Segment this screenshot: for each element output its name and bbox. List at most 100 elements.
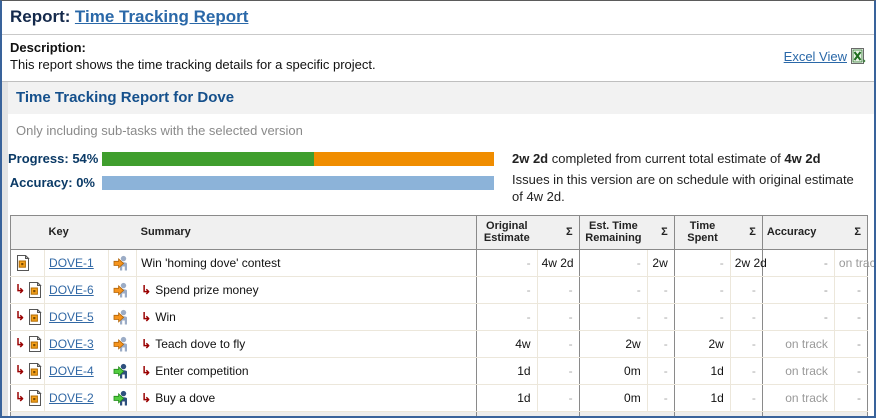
issue-type-cell: ↳ xyxy=(10,303,45,331)
accuracy-value: on track xyxy=(761,330,835,358)
original-estimate-value: - xyxy=(475,249,538,277)
status-icon xyxy=(113,390,128,406)
issue-key-cell: DOVE-3 xyxy=(44,330,109,358)
accuracy-sigma-value: - xyxy=(833,357,868,385)
total-row: Total 4w 2d 2w 2w 2d on track xyxy=(10,410,868,416)
est-time-remaining-sigma-value: - xyxy=(646,384,675,412)
original-estimate-value: - xyxy=(475,303,538,331)
time-spent-sigma-value: - xyxy=(729,384,763,412)
time-spent-sigma-value: - xyxy=(729,357,763,385)
accuracy-sigma-value: - xyxy=(833,276,868,304)
issue-key-link[interactable]: DOVE-3 xyxy=(49,336,94,351)
accuracy-column-header: Accuracy xyxy=(761,215,835,250)
issue-summary: Enter competition xyxy=(155,363,249,378)
excel-view-link[interactable]: Excel View xyxy=(783,49,847,64)
est-time-remaining-value: - xyxy=(578,303,648,331)
original-estimate-column-header: Original Estimate xyxy=(475,215,538,250)
accuracy-sigma-value: - xyxy=(833,303,868,331)
progress-bar-remaining xyxy=(313,151,494,166)
summary-column-header: Summary xyxy=(136,215,477,250)
table-header-row: Key Summary Original Estimate Σ Est. Tim… xyxy=(10,215,868,250)
description-section: Description: This report shows the time … xyxy=(2,35,874,82)
issue-key-link[interactable]: DOVE-6 xyxy=(49,282,94,297)
subtask-arrow-icon: ↳ xyxy=(15,362,26,377)
report-title-link[interactable]: Time Tracking Report xyxy=(74,7,249,26)
progress-label: Progress: 54% xyxy=(8,151,99,166)
subtask-arrow-icon: ↳ xyxy=(141,363,152,378)
est-time-remaining-sigma-value: - xyxy=(646,357,675,385)
original-estimate-sigma-value: 4w 2d xyxy=(536,249,580,277)
original-estimate-value: 4w xyxy=(475,330,538,358)
time-spent-sigma-value: - xyxy=(729,276,763,304)
key-column-header: Key xyxy=(44,215,109,250)
issue-key-cell: DOVE-1 xyxy=(44,249,109,277)
total-est-time-remaining: 2w xyxy=(578,410,675,416)
summary-cell: ↳ Buy a dove xyxy=(136,384,477,412)
issue-type-icon xyxy=(17,253,30,271)
subtask-arrow-icon: ↳ xyxy=(15,335,26,350)
est-time-remaining-value: 0m xyxy=(578,357,648,385)
issue-type-icon xyxy=(29,388,42,406)
completed-summary: 2w 2d completed from current total estim… xyxy=(512,151,821,166)
issue-key-link[interactable]: DOVE-5 xyxy=(49,309,94,324)
total-time-spent: 2w 2d xyxy=(673,410,763,416)
summary-cell: ↳ Teach dove to fly xyxy=(136,330,477,358)
table-row: ↳ DOVE-4 ↳ Enter competition 1d - 0m - 1d… xyxy=(10,357,868,385)
progress-bar xyxy=(102,151,494,166)
issue-summary: Teach dove to fly xyxy=(155,336,246,351)
summary-cell: ↳ Win xyxy=(136,303,477,331)
accuracy-bar xyxy=(102,175,494,190)
sigma-column-header: Σ xyxy=(537,215,580,250)
time-spent-value: - xyxy=(673,249,731,277)
time-spent-value: - xyxy=(673,303,731,331)
issue-key-cell: DOVE-6 xyxy=(44,276,109,304)
accuracy-sigma-value: on track xyxy=(833,249,874,277)
status-column-header xyxy=(108,215,137,250)
time-spent-value: 1d xyxy=(673,357,731,385)
issue-type-icon xyxy=(29,280,42,298)
time-spent-value: 2w xyxy=(673,330,731,358)
schedule-summary: Issues in this version are on schedule w… xyxy=(512,171,854,205)
description-label: Description: xyxy=(10,40,86,55)
subtask-arrow-icon: ↳ xyxy=(141,390,152,405)
issue-type-cell: ↳ xyxy=(10,384,45,412)
subtask-arrow-icon: ↳ xyxy=(141,282,152,297)
issue-key-cell: DOVE-2 xyxy=(44,384,109,412)
original-estimate-sigma-value: - xyxy=(536,303,580,331)
time-spent-sigma-value: - xyxy=(729,330,763,358)
total-original-estimate: 4w 2d xyxy=(475,410,580,416)
time-spent-column-header: Time Spent xyxy=(673,215,731,250)
issue-type-cell: ↳ xyxy=(10,249,45,277)
original-estimate-value: - xyxy=(475,276,538,304)
issue-summary: Win xyxy=(155,309,176,324)
issue-key-link[interactable]: DOVE-2 xyxy=(49,390,94,405)
status-icon xyxy=(113,363,128,379)
version-note: Only including sub-tasks with the select… xyxy=(16,123,303,138)
time-tracking-table: Key Summary Original Estimate Σ Est. Tim… xyxy=(10,214,874,416)
issue-type-icon xyxy=(29,361,42,379)
subtask-arrow-icon: ↳ xyxy=(141,309,152,324)
status-icon xyxy=(113,282,128,298)
table-row: ↳ DOVE-6 ↳ Spend prize money - - - - - - … xyxy=(10,276,868,304)
status-icon xyxy=(113,309,128,325)
issue-key-link[interactable]: DOVE-4 xyxy=(49,363,94,378)
excel-icon[interactable] xyxy=(850,48,866,64)
est-time-remaining-sigma-value: - xyxy=(646,303,675,331)
issue-summary: Buy a dove xyxy=(155,390,216,405)
issue-key-link[interactable]: DOVE-1 xyxy=(49,255,94,270)
status-cell xyxy=(108,357,137,385)
total-accuracy: on track xyxy=(761,410,868,416)
summary-cell: ↳ Spend prize money xyxy=(136,276,477,304)
issue-key-cell: DOVE-4 xyxy=(44,357,109,385)
issue-summary: Spend prize money xyxy=(155,282,259,297)
issue-rows: ↳ DOVE-1 ↳Win 'homing dove' contest - 4w… xyxy=(10,249,874,412)
original-estimate-value: 1d xyxy=(475,384,538,412)
sigma-column-header: Σ xyxy=(834,215,868,250)
accuracy-value: - xyxy=(761,303,835,331)
table-row: ↳ DOVE-1 ↳Win 'homing dove' contest - 4w… xyxy=(10,249,874,277)
progress-area: Progress: 54% Accuracy: 0% 2w 2d complet… xyxy=(8,140,874,208)
section-title: Time Tracking Report for Dove xyxy=(8,82,874,114)
summary-cell: ↳ Enter competition xyxy=(136,357,477,385)
est-time-remaining-sigma-value: - xyxy=(646,330,675,358)
